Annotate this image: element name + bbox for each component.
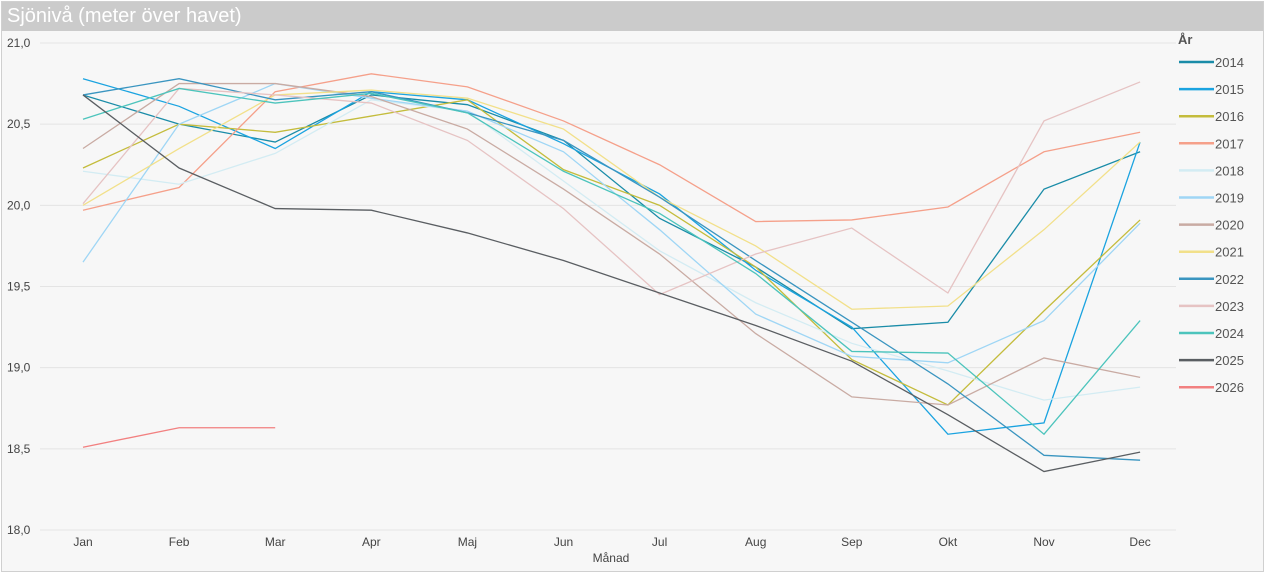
x-tick-label: Maj (458, 535, 477, 549)
legend-label: 2015 (1215, 82, 1244, 97)
legend-label: 2018 (1215, 163, 1244, 178)
series-line-2017 (82, 73, 1141, 223)
series-line-2019 (82, 82, 1141, 364)
x-tick-label: Feb (169, 535, 190, 549)
legend-title: År (1178, 32, 1192, 47)
legend-label: 2016 (1215, 109, 1244, 124)
x-tick-label: Jun (554, 535, 573, 549)
x-tick-label: Jul (652, 535, 667, 549)
legend-label: 2019 (1215, 191, 1244, 206)
series-line-2016 (82, 99, 1141, 406)
title-bar: Sjönivå (meter över havet) (2, 2, 1263, 31)
series-line-2020 (82, 82, 1141, 406)
series-line-2026 (82, 427, 276, 448)
legend-label: 2021 (1215, 245, 1244, 260)
x-tick-label: Dec (1129, 535, 1150, 549)
chart-title: Sjönivå (meter över havet) (7, 5, 242, 27)
y-tick-label: 18,0 (7, 523, 31, 537)
x-tick-label: Nov (1033, 535, 1054, 549)
x-tick-label: Jan (73, 535, 92, 549)
y-tick-label: 20,5 (7, 117, 31, 131)
x-tick-label: Aug (745, 535, 766, 549)
series-line-2022 (82, 78, 1141, 461)
x-tick-label: Mar (265, 535, 286, 549)
x-tick-label: Sep (841, 535, 863, 549)
legend-label: 2026 (1215, 380, 1244, 395)
y-tick-label: 20,0 (7, 198, 31, 212)
y-tick-label: 18,5 (7, 442, 31, 456)
legend-label: 2017 (1215, 136, 1244, 151)
legend-label: 2025 (1215, 353, 1244, 368)
series-line-2025 (82, 94, 1141, 473)
series-line-2014 (82, 94, 1141, 330)
legend-label: 2020 (1215, 218, 1244, 233)
x-tick-label: Apr (362, 535, 381, 549)
y-tick-label: 21,0 (7, 36, 31, 50)
y-tick-label: 19,0 (7, 361, 31, 375)
series-line-2023 (82, 81, 1141, 296)
legend-label: 2022 (1215, 272, 1244, 287)
y-tick-label: 19,5 (7, 280, 31, 294)
x-tick-label: Okt (939, 535, 958, 549)
x-axis-title: Månad (593, 551, 630, 565)
legend-label: 2024 (1215, 326, 1244, 341)
series-line-2021 (82, 89, 1141, 310)
series-line-2018 (82, 99, 1141, 401)
series-line-2024 (82, 87, 1141, 436)
legend-label: 2014 (1215, 55, 1244, 70)
legend-label: 2023 (1215, 299, 1244, 314)
